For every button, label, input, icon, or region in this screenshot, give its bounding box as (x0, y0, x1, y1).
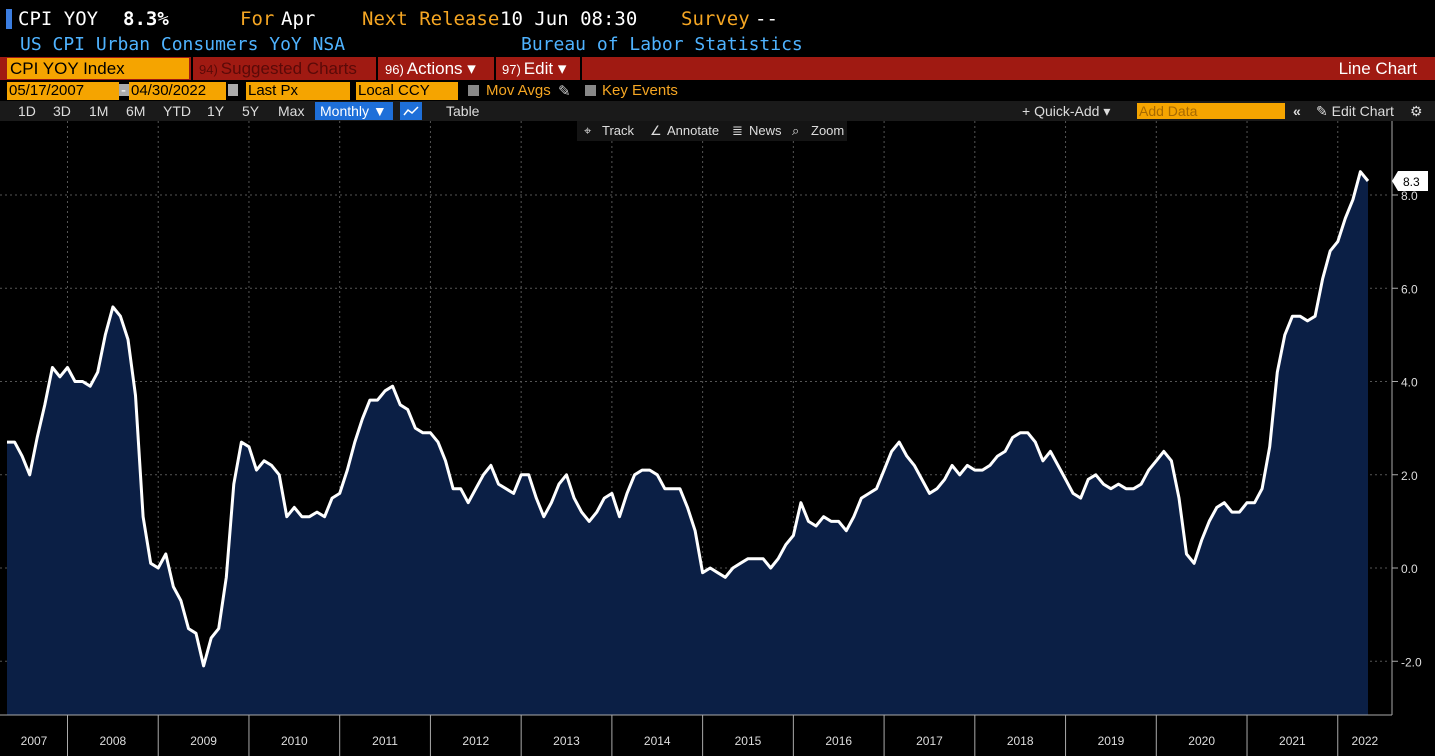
key-events-checkbox[interactable] (585, 85, 596, 96)
chart-controls: 05/17/2007 - 04/30/2022 Last Px Local CC… (0, 81, 1435, 101)
zoom-icon[interactable]: ⌕ (792, 123, 800, 138)
calendar-icon[interactable] (119, 84, 129, 96)
edit-label: Edit ▾ (523, 59, 567, 78)
security-description-row: US CPI Urban Consumers YoY NSA Bureau of… (0, 34, 1435, 56)
quick-add-button[interactable]: + Quick-Add ▾ (1022, 103, 1111, 119)
period-button-3d[interactable]: 3D (53, 103, 71, 119)
y-tick-label: -2.0 (1401, 655, 1422, 669)
toolbar-divider (580, 57, 582, 80)
chart-tools: ⌖ Track ∠ Annotate ≣ News ⌕ Zoom (577, 121, 847, 141)
x-tick-label: 2015 (735, 734, 762, 748)
security-header: CPI YOY 8.3% For Apr Next Release 10 Jun… (0, 6, 1435, 32)
y-tick-label: 2.0 (1401, 469, 1418, 483)
annotate-icon[interactable]: ∠ (650, 123, 662, 138)
edit-button[interactable]: 97) Edit ▾ (502, 57, 566, 80)
y-axis: -2.0 0.0 2.0 4.0 6.0 8.0 (1391, 121, 1422, 715)
annotate-button[interactable]: Annotate (667, 123, 720, 138)
x-tick-label: 2011 (372, 734, 398, 748)
toolbar-divider (191, 57, 193, 80)
end-date-input[interactable]: 04/30/2022 (129, 82, 226, 100)
series-line (7, 170, 1370, 668)
chart-type-label[interactable]: Line Chart (1338, 59, 1417, 78)
toolbar-divider (494, 57, 496, 80)
last-value: 8.3% (123, 8, 169, 30)
period-button-5y[interactable]: 5Y (242, 103, 260, 119)
toolbar-divider (376, 57, 378, 80)
period-button-6m[interactable]: 6M (126, 103, 146, 119)
table-button[interactable]: Table (446, 103, 480, 119)
frequency-select[interactable]: Monthly ▼ (315, 102, 393, 120)
news-button[interactable]: News (749, 123, 782, 138)
x-tick-label: 2018 (1007, 734, 1034, 748)
chart-toolbar: CPI YOY Index 94) Suggested Charts 96) Act… (0, 57, 1435, 80)
security-input[interactable]: CPI YOY Index (7, 58, 189, 79)
survey-value: -- (755, 8, 778, 30)
x-tick-label: 2017 (916, 734, 943, 748)
add-data-input[interactable]: Add Data (1137, 103, 1285, 119)
track-button[interactable]: Track (602, 123, 635, 138)
next-release-value: 10 Jun 08:30 (500, 8, 638, 30)
active-panel-marker (6, 9, 12, 29)
edit-number: 97) (502, 62, 521, 77)
period-button-1y[interactable]: 1Y (207, 103, 225, 119)
suggested-charts-label: Suggested Charts (220, 59, 357, 78)
track-icon[interactable]: ⌖ (584, 123, 592, 138)
start-date-input[interactable]: 05/17/2007 (7, 82, 119, 100)
edit-chart-button[interactable]: ✎ Edit Chart (1316, 103, 1394, 119)
x-tick-label: 2013 (553, 734, 580, 748)
x-tick-label: 2016 (825, 734, 852, 748)
last-value-tag (1392, 171, 1428, 192)
key-events-label: Key Events (602, 82, 678, 99)
period-button-1d[interactable]: 1D (18, 103, 36, 119)
field-select[interactable]: Last Px (246, 82, 350, 100)
y-tick-label: 6.0 (1401, 282, 1418, 296)
suggested-charts-button[interactable]: 94) Suggested Charts (199, 57, 357, 80)
actions-label: Actions ▾ (406, 59, 476, 78)
gear-icon[interactable]: ⚙ (1410, 103, 1423, 119)
x-tick-label: 2014 (644, 734, 671, 748)
x-tick-label: 2007 (21, 734, 48, 748)
cpi-chart[interactable]: -2.0 0.0 2.0 4.0 6.0 8.0 2007 2008 2009 2010 2011… (0, 121, 1435, 756)
mov-avgs-label: Mov Avgs (486, 82, 551, 99)
x-tick-label: 2020 (1188, 734, 1215, 748)
x-axis: 2007 2008 2009 2010 2011 2012 2013 2014 2015 2016… (0, 714, 1392, 756)
x-tick-label: 2021 (1279, 734, 1306, 748)
zoom-button[interactable]: Zoom (811, 123, 845, 138)
data-source: Bureau of Labor Statistics (521, 34, 803, 55)
line-chart-icon[interactable] (400, 102, 422, 120)
x-tick-label: 2012 (462, 734, 489, 748)
series-area (7, 171, 1368, 715)
period-bar: 1D 3D 1M 6M YTD 1Y 5Y Max Monthly ▼ Table + Qui… (0, 101, 1435, 121)
security-description: US CPI Urban Consumers YoY NSA (20, 34, 346, 55)
pencil-icon[interactable]: ✎ (558, 83, 571, 100)
collapse-icon[interactable]: « (1293, 103, 1301, 119)
x-tick-label: 2010 (281, 734, 308, 748)
for-period: Apr (281, 8, 316, 30)
suggested-charts-number: 94) (199, 62, 218, 77)
actions-button[interactable]: 96) Actions ▾ (385, 57, 476, 80)
period-button-ytd[interactable]: YTD (163, 103, 191, 119)
period-button-1m[interactable]: 1M (89, 103, 109, 119)
y-tick-label: 8.0 (1401, 189, 1418, 203)
for-label: For (240, 8, 275, 30)
actions-number: 96) (385, 62, 404, 77)
ticker-label: CPI YOY (18, 8, 99, 30)
x-tick-label: 2009 (190, 734, 217, 748)
x-tick-label: 2019 (1098, 734, 1125, 748)
x-tick-label: 2022 (1352, 734, 1379, 748)
period-button-max[interactable]: Max (278, 103, 305, 119)
last-value-text: 8.3 (1403, 175, 1420, 189)
y-tick-label: 4.0 (1401, 376, 1418, 390)
mov-avgs-checkbox[interactable] (468, 85, 479, 96)
next-release-label: Next Release (362, 8, 500, 30)
news-icon[interactable]: ≣ (732, 123, 743, 138)
date-separator: - (121, 82, 126, 99)
survey-label: Survey (681, 8, 750, 30)
currency-select[interactable]: Local CCY (356, 82, 458, 100)
y-tick-label: 0.0 (1401, 562, 1418, 576)
x-tick-label: 2008 (100, 734, 127, 748)
calendar-icon[interactable] (228, 84, 238, 96)
last-value-label: 8.3 (1392, 171, 1428, 192)
